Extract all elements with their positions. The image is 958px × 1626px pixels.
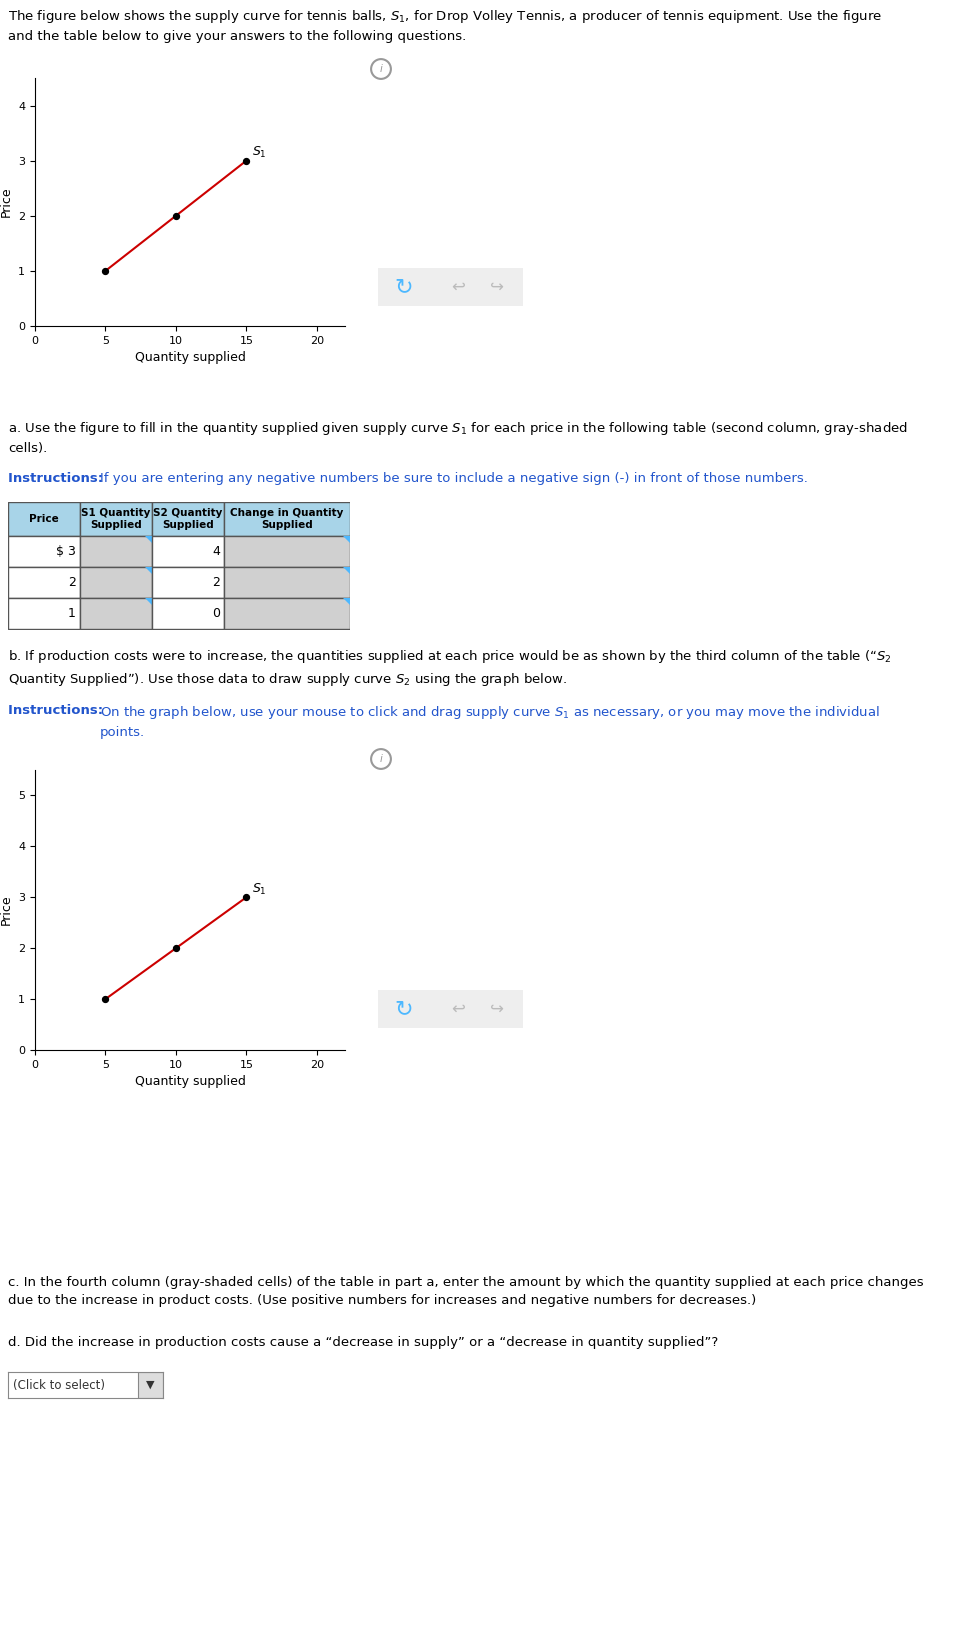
Bar [8,598,80,629]
Text: Price: Price [29,514,58,524]
Bar [138,1372,163,1398]
Polygon shape [343,537,350,543]
Text: The figure below shows the supply curve for tennis balls, $S_1$, for Drop Volley: The figure below shows the supply curve … [8,8,882,42]
Point [98,259,113,285]
Text: b. If production costs were to increase, the quantities supplied at each price w: b. If production costs were to increase,… [8,649,892,688]
Text: S1 Quantity
Supplied: S1 Quantity Supplied [81,509,150,530]
Point [98,985,113,1011]
Text: Change in Quantity
Supplied: Change in Quantity Supplied [230,509,344,530]
Polygon shape [343,567,350,574]
Text: (Click to select): (Click to select) [13,1379,105,1392]
Text: 0: 0 [212,606,220,620]
Text: c. In the fourth column (gray-shaded cells) of the table in part a, enter the am: c. In the fourth column (gray-shaded cel… [8,1276,924,1307]
Text: ↻: ↻ [395,998,414,1020]
Polygon shape [145,537,152,543]
Bar [224,567,350,598]
Text: 2: 2 [68,576,76,589]
Text: If you are entering any negative numbers be sure to include a negative sign (-) : If you are entering any negative numbers… [101,472,808,485]
Text: ↪: ↪ [490,278,504,296]
Bar [224,598,350,629]
Text: ↪: ↪ [490,1000,504,1018]
Point [239,148,254,174]
Text: 2: 2 [212,576,220,589]
X-axis label: Quantity supplied: Quantity supplied [134,1075,245,1088]
Text: ↩: ↩ [451,278,465,296]
Text: $S_1$: $S_1$ [252,145,266,161]
Y-axis label: Price: Price [0,894,12,925]
Bar [152,502,224,537]
Bar [152,537,224,567]
Text: $ 3: $ 3 [57,545,76,558]
X-axis label: Quantity supplied: Quantity supplied [134,351,245,364]
Text: i: i [379,754,382,764]
Text: ↻: ↻ [395,276,414,298]
Bar [152,567,224,598]
Text: 4: 4 [212,545,220,558]
Y-axis label: Price: Price [0,187,12,218]
Polygon shape [343,598,350,605]
Bar [8,567,80,598]
Text: i: i [379,65,382,75]
Bar [8,537,80,567]
Text: $S_1$: $S_1$ [252,883,266,898]
Text: Instructions:: Instructions: [8,472,107,485]
Bar [152,598,224,629]
Text: a. Use the figure to fill in the quantity supplied given supply curve $S_1$ for : a. Use the figure to fill in the quantit… [8,420,908,455]
Text: Instructions:: Instructions: [8,704,107,717]
Text: ▼: ▼ [146,1380,154,1390]
Point [239,885,254,911]
Text: ↩: ↩ [451,1000,465,1018]
Bar [80,598,152,629]
Bar [224,502,350,537]
Bar [80,502,152,537]
Bar [8,502,80,537]
Text: 1: 1 [68,606,76,620]
Text: S2 Quantity
Supplied: S2 Quantity Supplied [153,509,222,530]
Polygon shape [145,567,152,574]
Point [169,935,184,961]
Text: On the graph below, use your mouse to click and drag supply curve $S_1$ as neces: On the graph below, use your mouse to cl… [101,704,879,738]
Polygon shape [145,598,152,605]
Text: d. Did the increase in production costs cause a “decrease in supply” or a “decre: d. Did the increase in production costs … [8,1337,718,1350]
Point [169,203,184,229]
Bar [224,537,350,567]
Bar [80,537,152,567]
Bar [80,567,152,598]
